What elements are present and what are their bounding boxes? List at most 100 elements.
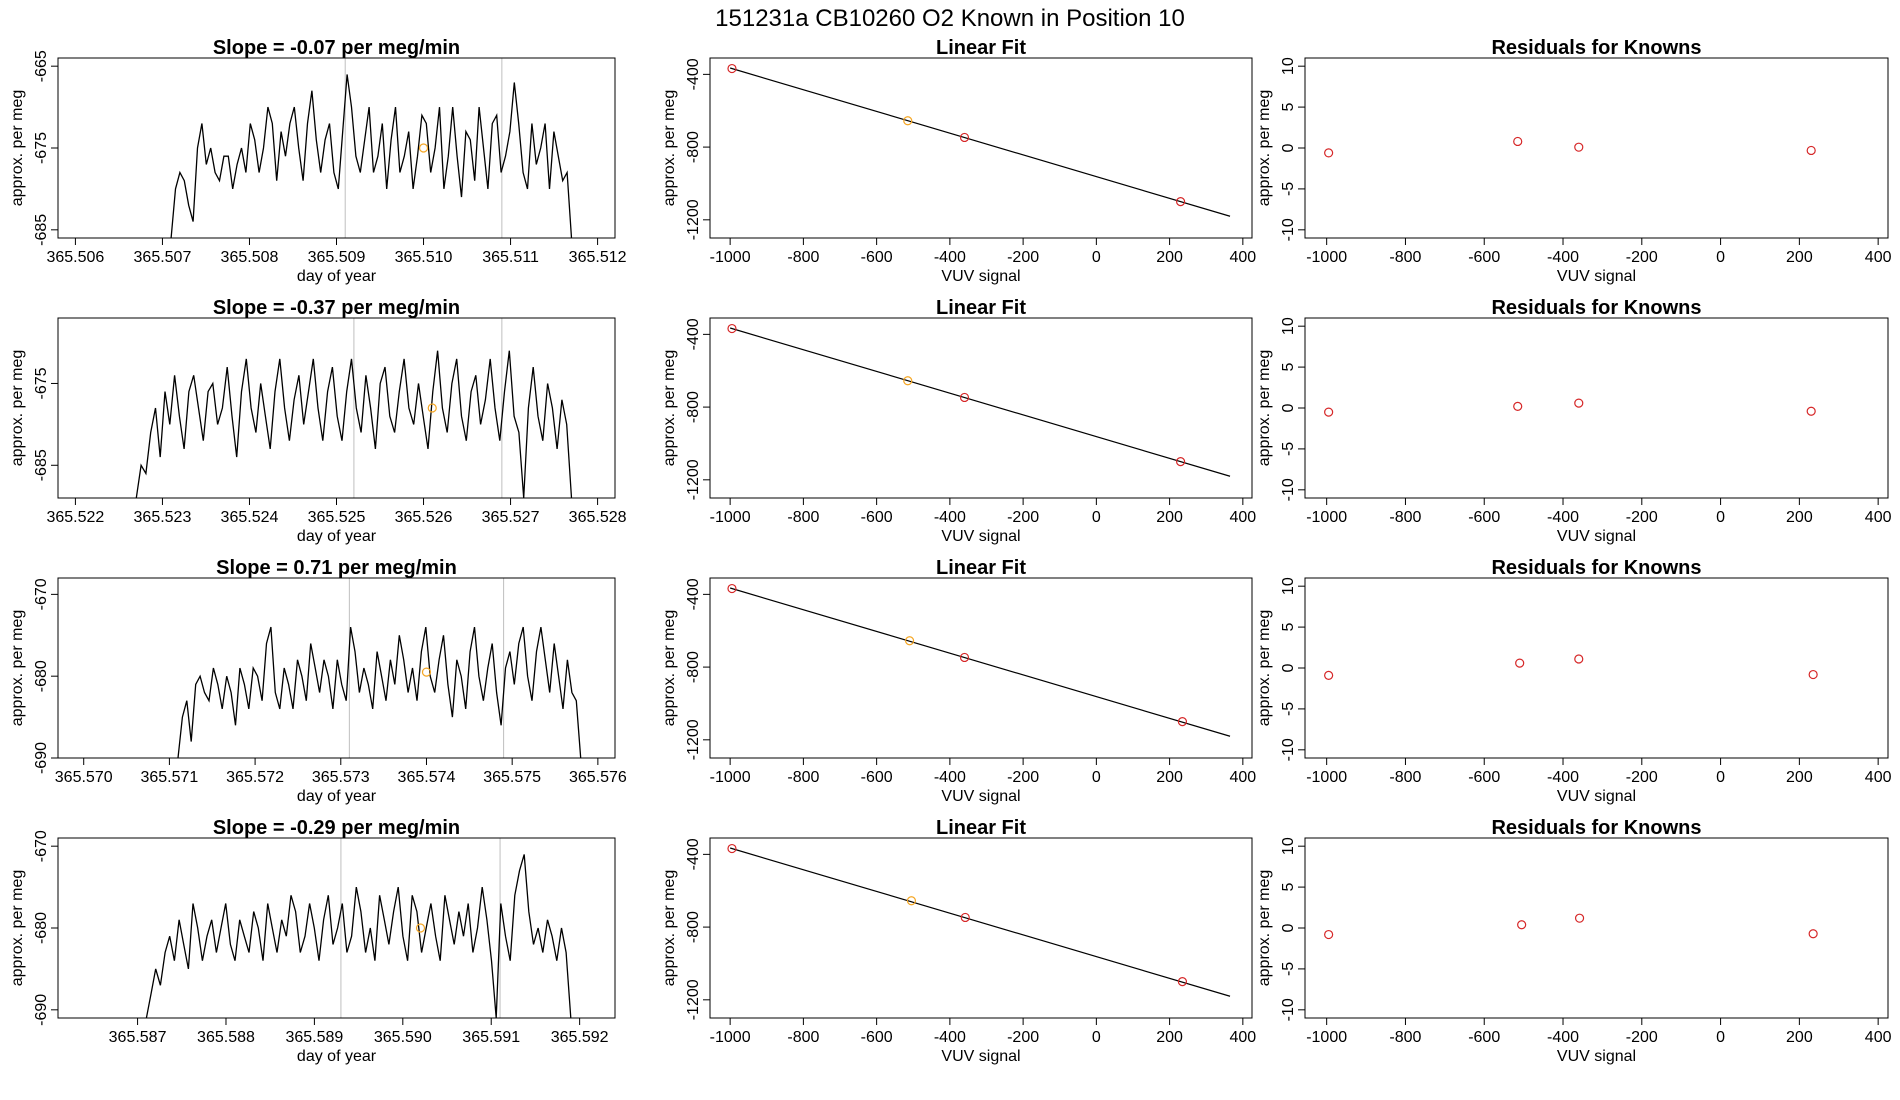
data-point	[1177, 717, 1188, 727]
plot-area	[145, 854, 572, 1018]
y-axis-label: approx. per meg	[1256, 610, 1273, 727]
x-tick-label: -1000	[710, 509, 751, 526]
x-tick-label: 400	[1229, 249, 1256, 266]
y-tick-label: -690	[33, 742, 50, 774]
x-tick-label: -600	[1468, 1029, 1500, 1046]
y-tick-label: -5	[1280, 182, 1297, 196]
panel-r2-c1: Linear Fit -1000 -800 -600 -400 -200 0 200 400 -4…	[661, 557, 1256, 805]
x-tick-label: 365.523	[134, 509, 192, 526]
plot-area	[135, 350, 573, 498]
x-tick-label: 400	[1229, 1029, 1256, 1046]
x-tick-label: 365.592	[551, 1029, 609, 1046]
x-tick-label: 0	[1092, 249, 1101, 266]
x-tick-label: 200	[1786, 1029, 1813, 1046]
series-line	[135, 350, 573, 498]
x-tick-label: 200	[1156, 1029, 1183, 1046]
y-tick-label: -800	[685, 911, 702, 943]
x-tick-label: 365.572	[226, 769, 284, 786]
data-point	[1515, 658, 1525, 668]
x-tick-label: -800	[1389, 249, 1421, 266]
x-tick-label: -600	[861, 769, 893, 786]
data-point	[727, 583, 737, 594]
data-point	[903, 376, 913, 386]
panel-r0-c0: Slope = -0.07 per meg/min 365.506 365.507 3…	[9, 37, 627, 285]
x-tick-label: 365.510	[395, 249, 453, 266]
y-axis-label: approx. per meg	[661, 350, 678, 467]
y-axis-label: approx. per meg	[661, 610, 678, 727]
plot-frame	[709, 577, 1253, 759]
data-point	[904, 636, 915, 646]
y-tick-label: 5	[1280, 883, 1297, 892]
fit-line	[729, 327, 1231, 477]
x-tick-label: 365.507	[134, 249, 192, 266]
data-point	[1574, 913, 1585, 923]
plot-area	[727, 843, 1231, 997]
y-tick-label: 5	[1280, 623, 1297, 632]
x-tick-label: -1000	[1306, 249, 1347, 266]
series-line	[145, 854, 572, 1018]
x-tick-label: 365.588	[197, 1029, 255, 1046]
x-tick-label: 0	[1092, 769, 1101, 786]
x-axis-label: VUV signal	[941, 528, 1020, 545]
x-tick-label: -800	[1389, 769, 1421, 786]
fit-line	[729, 67, 1231, 217]
x-tick-label: -1000	[1306, 509, 1347, 526]
panel-title: Residuals for Knowns	[1491, 297, 1701, 319]
panel-title: Slope = 0.71 per meg/min	[216, 557, 457, 579]
x-tick-label: -800	[787, 249, 819, 266]
x-tick-label: -200	[1626, 1029, 1658, 1046]
x-tick-label: 365.525	[308, 509, 366, 526]
data-point	[1177, 977, 1188, 987]
y-tick-label: 0	[1280, 403, 1297, 412]
x-axis-label: day of year	[297, 1048, 377, 1065]
x-tick-label: -1000	[710, 769, 751, 786]
y-tick-label: -10	[1280, 998, 1297, 1021]
plot-frame	[709, 317, 1253, 499]
data-point	[1806, 406, 1816, 416]
panel-r3-c0: Slope = -0.29 per meg/min 365.587 365.588 3…	[9, 817, 616, 1065]
y-axis-label: approx. per meg	[9, 90, 26, 207]
x-tick-label: 200	[1156, 509, 1183, 526]
x-tick-label: -800	[1389, 1029, 1421, 1046]
x-tick-label: 365.576	[569, 769, 627, 786]
x-tick-label: -200	[1007, 1029, 1039, 1046]
x-tick-label: -600	[1468, 769, 1500, 786]
y-tick-label: 5	[1280, 363, 1297, 372]
y-tick-label: -1200	[685, 719, 702, 760]
fit-line	[729, 587, 1231, 737]
data-point	[903, 116, 913, 126]
data-point	[418, 143, 429, 153]
plot-area	[170, 74, 573, 238]
data-point	[1806, 145, 1816, 156]
y-tick-label: 10	[1280, 837, 1297, 855]
y-tick-label: -400	[685, 58, 702, 90]
plot-area	[727, 583, 1231, 737]
x-tick-label: -400	[1547, 249, 1579, 266]
y-tick-label: -5	[1280, 442, 1297, 456]
x-tick-label: -200	[1007, 249, 1039, 266]
x-tick-label: 365.506	[46, 249, 104, 266]
x-tick-label: 365.527	[482, 509, 540, 526]
x-tick-label: -200	[1626, 249, 1658, 266]
panel-title: Slope = -0.07 per meg/min	[213, 37, 460, 59]
x-tick-label: 400	[1865, 509, 1892, 526]
y-axis-label: approx. per meg	[1256, 350, 1273, 467]
x-tick-label: 365.575	[483, 769, 541, 786]
y-tick-label: 10	[1280, 577, 1297, 595]
panel-title: Linear Fit	[936, 37, 1026, 59]
panel-title: Linear Fit	[936, 557, 1026, 579]
x-tick-label: 365.570	[55, 769, 113, 786]
x-axis-label: VUV signal	[1557, 268, 1636, 285]
y-tick-label: 10	[1280, 317, 1297, 335]
x-tick-label: -600	[861, 1029, 893, 1046]
x-tick-label: -400	[934, 249, 966, 266]
x-axis-label: day of year	[297, 788, 377, 805]
y-tick-label: -800	[685, 391, 702, 423]
y-axis-label: approx. per meg	[1256, 870, 1273, 987]
plot-frame	[709, 57, 1253, 239]
data-point	[1324, 407, 1334, 417]
x-tick-label: -400	[1547, 509, 1579, 526]
x-tick-label: 0	[1716, 769, 1725, 786]
x-tick-label: -600	[861, 509, 893, 526]
